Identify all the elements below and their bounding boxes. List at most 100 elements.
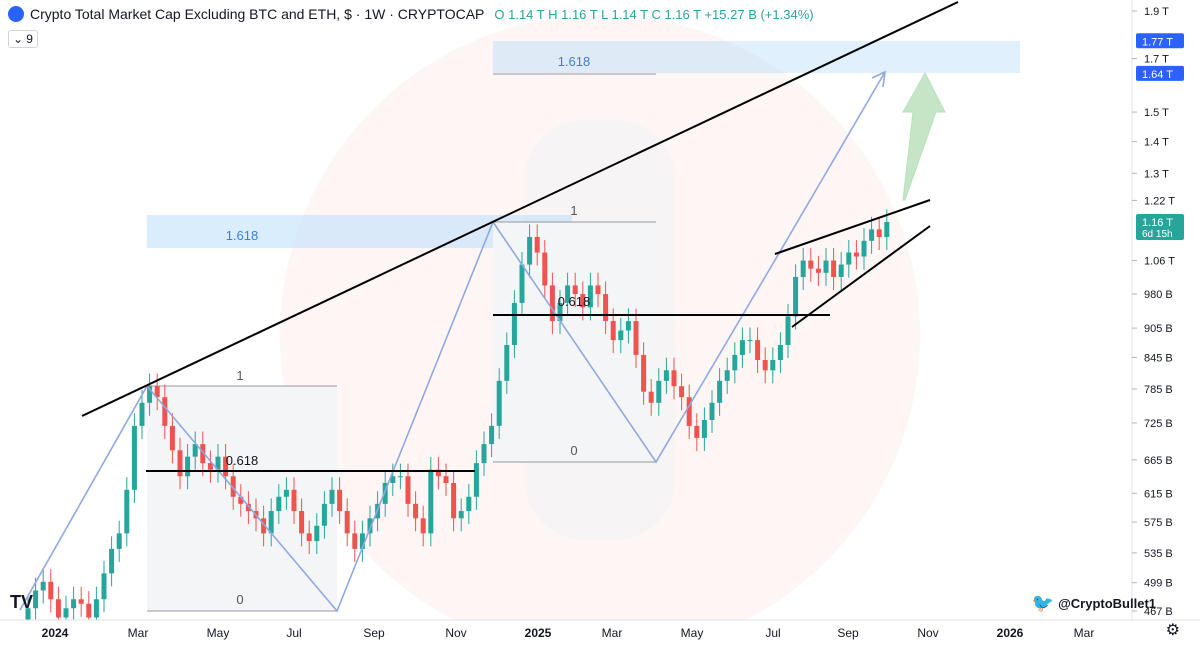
candle-body [116,533,122,549]
price-tick-label: 1.3 T [1144,168,1169,180]
price-tick-label: 1.06 T [1144,256,1175,268]
candle-body [337,489,343,512]
candle-body [154,386,160,398]
candle-body [671,370,677,387]
candle-body [55,599,61,618]
candle-body [785,316,791,345]
symbol-logo-icon [8,6,24,22]
price-label-badge [1136,213,1184,240]
candle-body [587,285,593,308]
candle-body [291,489,297,512]
price-tick-label: 1.5 T [1144,107,1169,119]
candle-body [86,603,92,618]
candle-body [268,511,274,534]
chart-header: Crypto Total Market Cap Excluding BTC an… [8,6,814,22]
resistance-trendline [81,1,959,417]
candle-body [823,260,829,273]
candle-body [435,469,441,477]
chart-title[interactable]: Crypto Total Market Cap Excluding BTC an… [30,6,485,22]
candle-body [709,402,715,420]
indicator-toggle[interactable]: ⌄ 9 [8,30,38,48]
time-axis-label: Jul [286,626,301,640]
candle-body [238,496,244,504]
price-tick-label: 1.4 T [1144,137,1169,149]
price-tick-label: 615 B [1144,488,1173,500]
candle-body [25,608,31,622]
candle-body [701,419,707,438]
price-label-badge [1136,65,1184,81]
ohlc-readout: O 1.14 T H 1.16 T L 1.14 T C 1.16 T +15.… [494,6,814,22]
candle-body [717,380,723,403]
candle-body [63,608,69,618]
candle-body [580,294,586,308]
wedge-lower-line [791,225,931,328]
candle-body [648,391,654,403]
candle-body [321,503,327,526]
candle-body [534,236,540,253]
candle-body [101,573,107,600]
candle-body [770,359,776,371]
candle-body [519,264,525,303]
candle-body [367,518,373,534]
fib-level-label: 1.618 [226,228,259,243]
time-axis-label: 2024 [42,626,69,640]
candle-body [230,476,236,497]
breakout-arrow [902,71,946,201]
candle-body [861,240,867,257]
candle-body [511,302,517,345]
fib-level-label: 1.618 [558,54,591,69]
candle-body [215,456,221,470]
candle-body [777,344,783,360]
candle-body [603,294,609,322]
candle-body [565,285,571,303]
candle-body [299,511,305,534]
candle-body [420,518,426,534]
candle-body [831,260,837,277]
price-tick-label: 785 B [1144,384,1173,396]
candle-body [139,402,145,426]
time-axis-label: 2025 [525,626,552,640]
candle-body [504,344,510,381]
candle-body [276,496,282,512]
candle-body [352,533,358,549]
candle-body [458,511,464,519]
candle-body [359,533,365,549]
price-axis-bg [1132,0,1200,620]
price-tick-label: 1.9 T [1144,6,1169,18]
price-tick-label: 1.22 T [1144,195,1175,207]
candle-body [618,330,624,341]
candle-body [633,321,639,355]
fib-level-label: 0.618 [558,294,591,309]
candle-body [686,397,692,426]
candle-body [192,444,198,457]
candle-body [853,252,859,257]
chevron-down-icon: ⌄ [13,32,24,46]
candle-body [451,482,457,519]
candle-body [169,425,175,451]
candle-body [466,496,472,512]
time-axis[interactable]: 2024 Mar May Jul Sep Nov 2025 Mar May Jul Sep Nov 20… [42,626,1095,640]
time-axis-label: Sep [837,626,859,640]
time-axis-label: May [207,626,230,640]
candle-body [815,268,821,273]
candle-body [33,590,39,609]
fib-level-label: 0.618 [226,453,259,468]
candle-body [185,456,191,477]
candle-body [694,425,700,438]
wedge-upper-line [774,199,931,255]
candle-body [610,321,616,341]
price-tick-label: 665 B [1144,455,1173,467]
candle-body [443,476,449,483]
time-axis-label: Mar [602,626,623,640]
price-axis[interactable]: 1.9 T 1.7 T 1.5 T 1.4 T 1.3 T 1.22 T 1.06 T 980… [1132,6,1184,618]
time-axis-bg [0,620,1132,645]
price-label-text: 1.64 T [1142,69,1173,81]
gear-icon[interactable]: ⚙ [1165,622,1180,639]
candle-body [93,599,99,618]
candle-body [314,525,320,542]
price-tick-label: 725 B [1144,418,1173,430]
candle-body [382,482,388,504]
candle-body [390,476,396,483]
projection-arrowhead [871,70,886,88]
